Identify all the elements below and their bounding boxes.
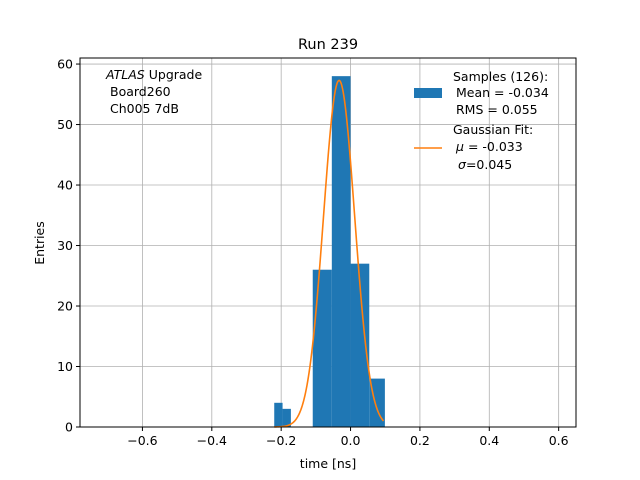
y-tick-label: 20 — [57, 299, 73, 314]
legend-samples-swatch — [414, 88, 442, 98]
legend-mu-value: = -0.033 — [468, 139, 523, 154]
x-tick-label: 0.6 — [549, 433, 569, 448]
atlas-label-line: ATLAS Upgrade — [105, 67, 202, 82]
legend-fit-mu: μ = -0.033 — [455, 139, 523, 154]
histogram-bar — [331, 76, 351, 428]
y-tick-label: 0 — [65, 420, 73, 435]
legend-fit-title: Gaussian Fit: — [453, 122, 533, 137]
legend-samples-mean: Mean = -0.034 — [456, 85, 549, 100]
y-tick-label: 30 — [57, 238, 73, 253]
y-tick-label: 40 — [57, 178, 73, 193]
gaussian-fit-curve — [274, 79, 385, 428]
y-tick-label: 10 — [57, 359, 73, 374]
x-axis-label: time [ns] — [300, 456, 356, 471]
histogram-bar — [312, 269, 332, 427]
legend-sigma-symbol: σ — [458, 157, 467, 172]
x-tick-label: 0.0 — [341, 433, 361, 448]
legend: Samples (126): Mean = -0.034 RMS = 0.055… — [414, 69, 549, 172]
upgrade-label: Upgrade — [149, 67, 203, 82]
y-axis-label: Entries — [32, 221, 47, 265]
y-axis-ticks: 0 10 20 30 40 50 60 — [57, 57, 80, 435]
y-tick-label: 60 — [57, 57, 73, 72]
histogram-bar — [274, 402, 283, 427]
grid — [80, 58, 576, 428]
atlas-label: ATLAS — [105, 67, 145, 82]
board-label: Board260 — [110, 84, 171, 99]
legend-samples-rms: RMS = 0.055 — [456, 102, 538, 117]
chart-title: Run 239 — [298, 37, 358, 53]
atlas-annotation: ATLAS Upgrade Board260 Ch005 7dB — [105, 67, 202, 116]
legend-fit-sigma: σ=0.045 — [458, 157, 512, 172]
legend-mu-symbol: μ — [455, 139, 464, 154]
plot-frame — [79, 57, 577, 428]
histogram-bar — [350, 263, 370, 427]
legend-samples-title: Samples (126): — [453, 69, 548, 84]
x-tick-label: −0.2 — [266, 433, 296, 448]
x-tick-label: 0.4 — [479, 433, 499, 448]
x-axis-ticks: −0.6 −0.4 −0.2 0.0 0.2 0.4 0.6 — [127, 427, 569, 448]
histogram-bar — [369, 378, 385, 427]
histogram-bars — [274, 76, 385, 428]
legend-sigma-value: =0.045 — [466, 157, 512, 172]
x-tick-label: 0.2 — [410, 433, 430, 448]
histogram-bar — [282, 408, 291, 427]
x-tick-label: −0.6 — [127, 433, 157, 448]
y-tick-label: 50 — [57, 117, 73, 132]
channel-label: Ch005 7dB — [110, 101, 179, 116]
x-tick-label: −0.4 — [197, 433, 227, 448]
